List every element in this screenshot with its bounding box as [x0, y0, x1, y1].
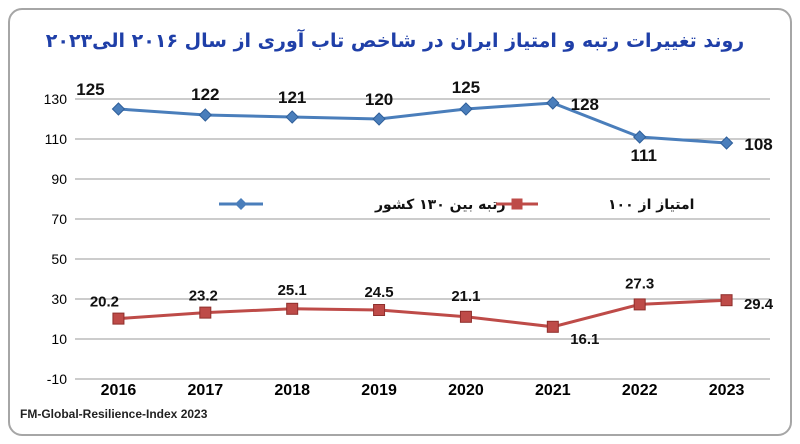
y-tick-label: 30	[51, 291, 67, 307]
x-axis-ticks: 2016 2017 2018 2019 2020 2021 2022 2023	[101, 382, 745, 399]
data-point	[372, 112, 386, 126]
data-point	[459, 102, 473, 116]
data-point	[373, 304, 386, 316]
data-point	[459, 310, 472, 323]
data-point	[199, 306, 212, 319]
data-label: 120	[365, 90, 393, 109]
y-tick-label: 110	[45, 131, 68, 147]
legend: رتبه بین ۱۳۰ کشور امتیاز از ۱۰۰	[219, 197, 694, 213]
data-label: 29.4	[744, 296, 774, 313]
gridlines	[75, 98, 770, 380]
data-point	[198, 108, 213, 122]
legend-label: امتیاز از ۱۰۰	[608, 197, 694, 213]
source-note: FM-Global-Resilience-Index 2023	[20, 407, 208, 421]
data-point	[286, 302, 299, 315]
legend-item: رتبه بین ۱۳۰ کشور	[219, 197, 506, 213]
data-label: 27.3	[625, 275, 654, 292]
y-tick-label: -10	[47, 371, 67, 387]
data-point	[719, 136, 734, 150]
x-tick-label: 2019	[361, 382, 397, 399]
data-label: 21.1	[451, 288, 480, 305]
y-tick-label: 50	[51, 251, 67, 267]
x-tick-label: 2021	[535, 382, 571, 399]
data-label: 125	[76, 80, 104, 99]
data-point	[632, 130, 647, 144]
data-point	[285, 110, 299, 124]
series-line	[118, 298, 727, 329]
data-label: 16.1	[570, 331, 599, 348]
y-tick-label: 90	[51, 171, 67, 187]
legend-item: امتیاز از ۱۰۰	[496, 197, 694, 213]
data-label: 20.2	[90, 294, 119, 311]
data-label: 111	[630, 146, 657, 165]
data-label: 23.2	[189, 288, 218, 305]
data-point	[633, 298, 646, 311]
series-line	[118, 101, 727, 145]
legend-marker	[511, 198, 523, 210]
data-point	[720, 294, 733, 307]
data-point	[546, 320, 559, 333]
data-point	[546, 96, 560, 110]
chart-frame	[8, 8, 792, 436]
x-tick-label: 2018	[274, 382, 310, 399]
legend-marker	[235, 198, 247, 210]
series-group: 125 122 121 120 125 128 111 108 20.2 23.2 25.1 24.5…	[76, 78, 774, 348]
y-tick-label: 130	[44, 91, 68, 107]
legend-label: رتبه بین ۱۳۰ کشور	[374, 197, 506, 213]
series-rank: 125 122 121 120 125 128 111 108	[76, 78, 773, 165]
data-point	[111, 102, 126, 116]
y-tick-label: 70	[51, 211, 67, 227]
x-tick-label: 2023	[709, 382, 745, 399]
y-tick-label: 10	[51, 331, 67, 347]
x-tick-label: 2020	[448, 382, 484, 399]
data-label: 121	[278, 88, 306, 107]
data-label: 122	[191, 85, 219, 104]
x-tick-label: 2016	[101, 382, 137, 399]
data-point	[112, 312, 125, 325]
data-label: 25.1	[278, 282, 307, 299]
chart-title: روند تغییرات رتبه و امتیاز ایران در شاخص…	[46, 28, 744, 52]
x-tick-label: 2022	[622, 382, 658, 399]
data-label: 128	[571, 95, 599, 114]
y-axis-ticks: -10 10 30 50 70 90 110 130	[44, 91, 68, 387]
data-label: 125	[452, 78, 480, 97]
x-tick-label: 2017	[188, 382, 224, 399]
data-label: 24.5	[364, 284, 393, 301]
data-label: 108	[744, 135, 772, 154]
series-score: 20.2 23.2 25.1 24.5 21.1 16.1 27.3 29.4	[90, 275, 774, 347]
